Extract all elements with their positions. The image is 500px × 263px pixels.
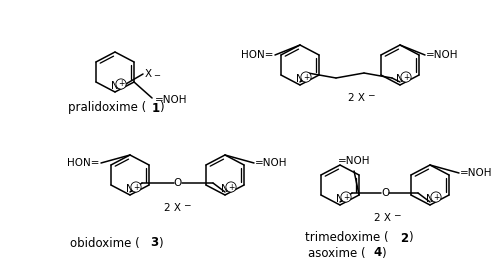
Text: asoxime (: asoxime ( bbox=[308, 246, 366, 260]
Text: O: O bbox=[381, 188, 389, 198]
Text: =NOH: =NOH bbox=[460, 168, 492, 178]
Text: 2 X: 2 X bbox=[164, 203, 181, 213]
Text: 4: 4 bbox=[373, 246, 382, 260]
Text: =NOH: =NOH bbox=[155, 95, 188, 105]
Text: N: N bbox=[296, 74, 304, 84]
Text: 2 X: 2 X bbox=[348, 93, 365, 103]
Text: =NOH: =NOH bbox=[338, 156, 370, 166]
Text: HON=: HON= bbox=[68, 158, 100, 168]
Text: +: + bbox=[118, 79, 124, 89]
Text: N: N bbox=[126, 184, 134, 194]
Text: ): ) bbox=[408, 231, 412, 245]
Text: ): ) bbox=[381, 246, 386, 260]
Text: −: − bbox=[367, 90, 374, 99]
Text: +: + bbox=[343, 193, 349, 201]
Text: 2: 2 bbox=[400, 231, 408, 245]
Text: N: N bbox=[396, 74, 404, 84]
Text: +: + bbox=[433, 193, 439, 201]
Text: −: − bbox=[183, 200, 190, 209]
Text: +: + bbox=[403, 73, 409, 82]
Text: N: N bbox=[111, 81, 119, 91]
Text: O: O bbox=[174, 178, 182, 188]
Text: −: − bbox=[393, 210, 400, 219]
Text: pralidoxime (: pralidoxime ( bbox=[68, 102, 146, 114]
Text: ): ) bbox=[158, 236, 162, 250]
Text: N: N bbox=[221, 184, 229, 194]
Text: N: N bbox=[426, 194, 434, 204]
Text: +: + bbox=[133, 183, 139, 191]
Text: =NOH: =NOH bbox=[255, 158, 288, 168]
Text: N: N bbox=[336, 194, 344, 204]
Text: obidoxime (: obidoxime ( bbox=[70, 236, 140, 250]
Text: +: + bbox=[303, 73, 309, 82]
Text: =NOH: =NOH bbox=[426, 50, 458, 60]
Text: HON=: HON= bbox=[242, 50, 274, 60]
Text: +: + bbox=[228, 183, 234, 191]
Text: trimedoxime (: trimedoxime ( bbox=[305, 231, 388, 245]
Text: −: − bbox=[153, 71, 160, 80]
Text: 1: 1 bbox=[152, 102, 160, 114]
Text: 2 X: 2 X bbox=[374, 213, 391, 223]
Text: ): ) bbox=[159, 102, 164, 114]
Text: X: X bbox=[145, 69, 152, 79]
Text: 3: 3 bbox=[150, 236, 158, 250]
